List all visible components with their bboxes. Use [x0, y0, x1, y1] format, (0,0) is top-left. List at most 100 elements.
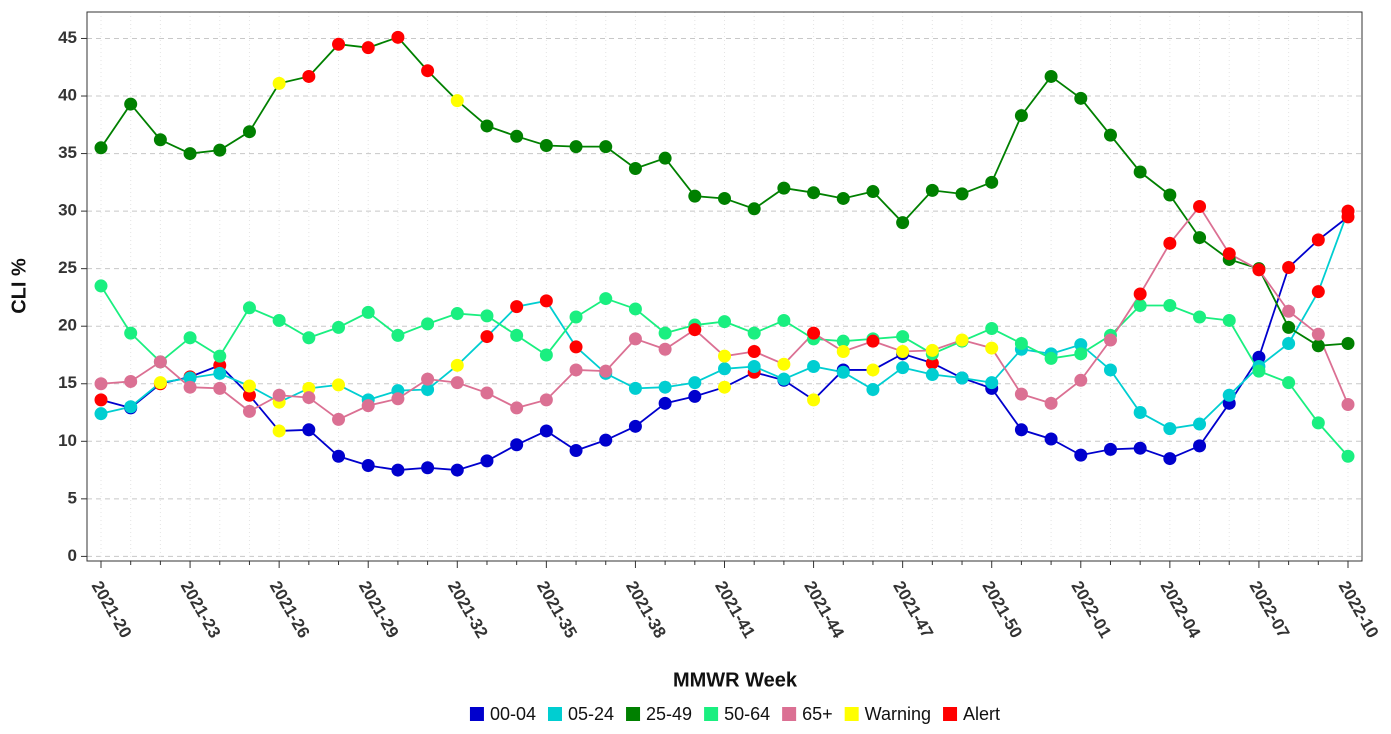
data-point	[391, 328, 405, 342]
data-point	[1252, 350, 1266, 364]
x-tick-label: 2022-07	[1246, 578, 1294, 642]
data-point	[480, 119, 494, 133]
y-axis-title: CLI %	[8, 258, 30, 314]
data-point	[599, 140, 613, 154]
data-point	[242, 404, 256, 418]
legend-swatch	[943, 707, 958, 721]
data-point	[124, 374, 138, 388]
data-point	[658, 380, 672, 394]
data-point	[925, 183, 939, 197]
legend-swatch	[782, 707, 797, 721]
data-point	[1311, 327, 1325, 341]
data-point	[688, 323, 702, 337]
legend: 00-04 05-24 25-49 50-64 65+ Warning Alert	[469, 704, 1000, 724]
x-tick-label: 2021-50	[978, 578, 1026, 642]
data-point	[688, 189, 702, 203]
data-point	[183, 147, 197, 161]
data-point	[539, 294, 553, 308]
data-point	[718, 315, 731, 329]
data-point	[539, 424, 553, 438]
data-point	[628, 332, 642, 346]
data-point	[718, 191, 731, 205]
y-tick-label: 40	[58, 86, 77, 105]
data-point	[628, 419, 642, 433]
y-tick-label: 45	[58, 28, 77, 47]
data-point	[807, 186, 821, 200]
data-point	[896, 345, 910, 359]
y-tick-label: 15	[58, 373, 77, 392]
data-point	[450, 463, 464, 477]
data-point	[153, 376, 167, 390]
data-point	[807, 393, 821, 407]
data-point	[213, 143, 227, 157]
data-point	[1282, 261, 1296, 275]
data-point	[599, 292, 613, 306]
data-point	[242, 379, 256, 393]
data-point	[836, 334, 850, 348]
data-point	[213, 366, 227, 380]
data-point	[628, 162, 642, 176]
data-point	[1222, 313, 1236, 327]
data-point	[1341, 449, 1355, 463]
data-point	[361, 399, 375, 413]
data-point	[1133, 298, 1147, 312]
legend-label: 00-04	[490, 704, 536, 724]
data-point	[510, 129, 524, 143]
data-point	[242, 125, 256, 139]
data-point	[985, 341, 999, 355]
data-point	[628, 302, 642, 316]
data-point	[272, 313, 286, 327]
legend-label: Warning	[865, 704, 931, 724]
data-point	[1044, 69, 1058, 83]
x-tick-label: 2021-32	[444, 578, 492, 642]
data-point	[1252, 263, 1266, 277]
data-point	[242, 301, 256, 315]
data-point	[1193, 439, 1207, 453]
data-point	[1163, 236, 1177, 250]
data-point	[569, 340, 583, 354]
data-point	[1282, 304, 1296, 318]
data-point	[153, 355, 167, 369]
data-point	[1074, 347, 1088, 361]
x-tick-label: 2021-23	[177, 578, 225, 642]
data-point	[302, 69, 316, 83]
data-point	[866, 383, 880, 397]
data-point	[866, 185, 880, 199]
data-point	[1074, 448, 1088, 462]
data-point	[1014, 423, 1028, 437]
data-point	[94, 141, 108, 155]
data-point	[450, 307, 464, 321]
data-point	[421, 461, 435, 475]
data-point	[1074, 338, 1088, 352]
legend-swatch	[844, 707, 859, 721]
data-point	[718, 349, 731, 363]
legend-label: Alert	[963, 704, 1000, 724]
data-point	[955, 333, 969, 347]
data-point	[658, 326, 672, 340]
data-point	[1222, 388, 1236, 402]
data-point	[925, 343, 939, 357]
data-point	[272, 76, 286, 90]
data-point	[955, 371, 969, 385]
series-line	[100, 36, 1349, 347]
data-point	[1044, 396, 1058, 410]
data-point	[658, 342, 672, 356]
data-point	[510, 438, 524, 452]
data-point	[1163, 188, 1177, 202]
data-point	[332, 412, 346, 426]
data-point	[480, 454, 494, 468]
data-point	[480, 386, 494, 400]
data-point	[302, 331, 316, 345]
data-point	[807, 326, 821, 340]
data-point	[124, 97, 138, 111]
legend-label: 65+	[802, 704, 833, 724]
data-point	[361, 458, 375, 472]
data-point	[1133, 406, 1147, 420]
y-tick-label: 25	[58, 258, 77, 277]
data-point	[421, 372, 435, 386]
data-point	[1282, 320, 1296, 334]
data-point	[836, 345, 850, 359]
data-point	[1311, 285, 1325, 299]
data-point	[1163, 452, 1177, 466]
legend-label: 05-24	[568, 704, 614, 724]
